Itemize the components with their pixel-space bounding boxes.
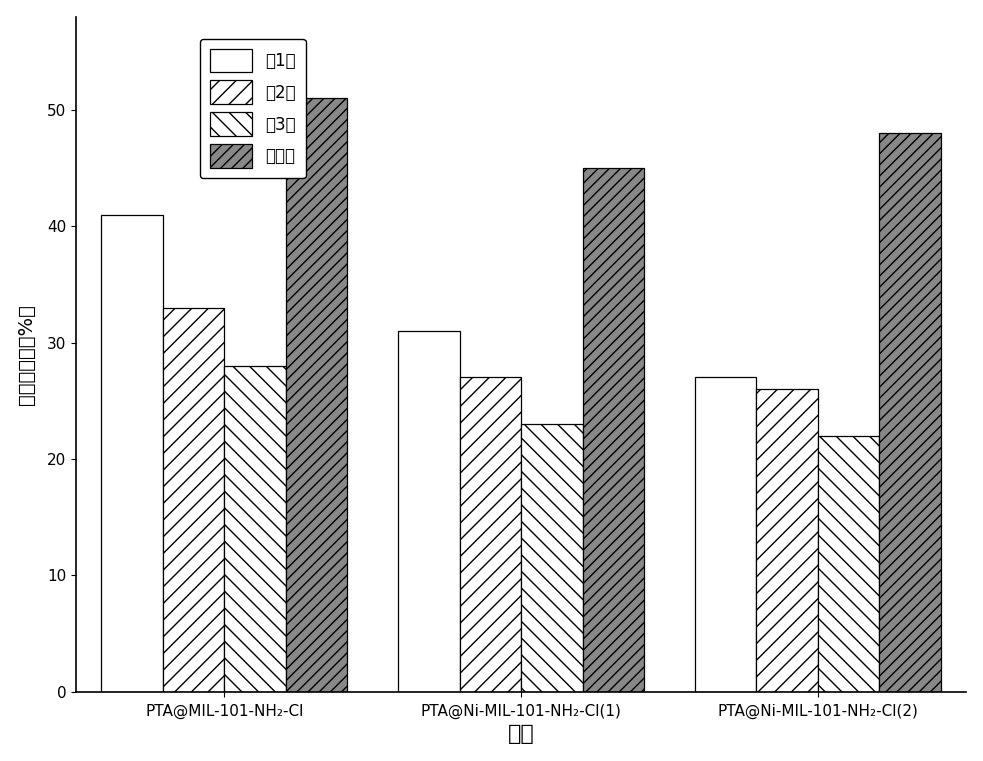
Bar [286, 98, 347, 692]
Bar [163, 307, 224, 692]
Bar [521, 424, 583, 692]
X-axis label: 样品: 样品 [508, 724, 535, 744]
Bar [460, 377, 521, 692]
Y-axis label: 葡萄糖产率（%）: 葡萄糖产率（%） [17, 304, 35, 405]
Bar [101, 215, 163, 692]
Bar [398, 331, 460, 692]
Bar [880, 133, 941, 692]
Bar [756, 389, 818, 692]
Bar [695, 377, 756, 692]
Bar [818, 436, 880, 692]
Bar [583, 168, 644, 692]
Bar [224, 366, 286, 692]
Legend: 第1次, 第2次, 第3次, 磷鹨酸: 第1次, 第2次, 第3次, 磷鹨酸 [200, 39, 306, 178]
